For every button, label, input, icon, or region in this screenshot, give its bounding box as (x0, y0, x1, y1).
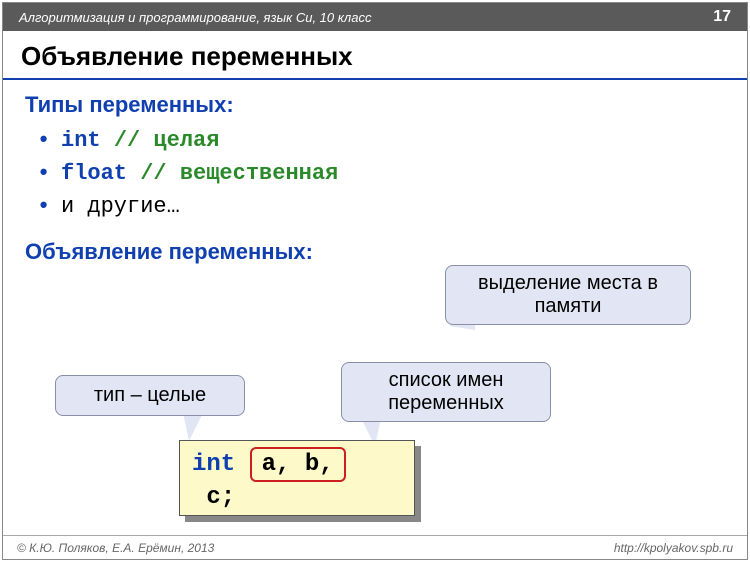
callout-varlist-line2: переменных (388, 392, 504, 414)
keyword-float: float (61, 161, 127, 186)
footer-url: http://kpolyakov.spb.ru (614, 541, 733, 555)
comment-float: // вещественная (140, 161, 338, 186)
keyword-int: int (61, 128, 101, 153)
callout-varlist: список имен переменных (341, 362, 551, 422)
list-item: и другие… (61, 190, 725, 223)
comment-int: // целая (114, 128, 220, 153)
slide: Алгоритмизация и программирование, язык … (2, 2, 748, 560)
gap (101, 128, 114, 153)
code-keyword: int (192, 451, 235, 478)
slide-footer: © К.Ю. Поляков, Е.А. Ерёмин, 2013 http:/… (3, 535, 747, 559)
code-line2: c; (206, 484, 235, 511)
types-list: int // целая float // вещественная и дру… (25, 124, 725, 223)
slide-header: Алгоритмизация и программирование, язык … (3, 3, 747, 31)
code-example: int a, b, c; (179, 440, 415, 516)
code-vars-highlight: a, b, (250, 447, 346, 482)
types-heading: Типы переменных: (25, 92, 725, 118)
callout-tail (183, 413, 203, 441)
copyright: © К.Ю. Поляков, Е.А. Ерёмин, 2013 (17, 541, 214, 555)
other-types: и другие… (61, 194, 180, 219)
page-number: 17 (713, 8, 731, 26)
list-item: float // вещественная (61, 157, 725, 190)
course-label: Алгоритмизация и программирование, язык … (19, 10, 371, 25)
gap (127, 161, 140, 186)
callout-varlist-line1: список имен (389, 369, 504, 391)
slide-title: Объявление переменных (3, 31, 747, 80)
callout-memory: выделение места в памяти (445, 265, 691, 325)
slide-content: Типы переменных: int // целая float // в… (3, 80, 747, 265)
decl-heading: Объявление переменных: (25, 239, 725, 265)
callout-type: тип – целые (55, 375, 245, 416)
list-item: int // целая (61, 124, 725, 157)
code-box: int a, b, c; (179, 440, 415, 516)
